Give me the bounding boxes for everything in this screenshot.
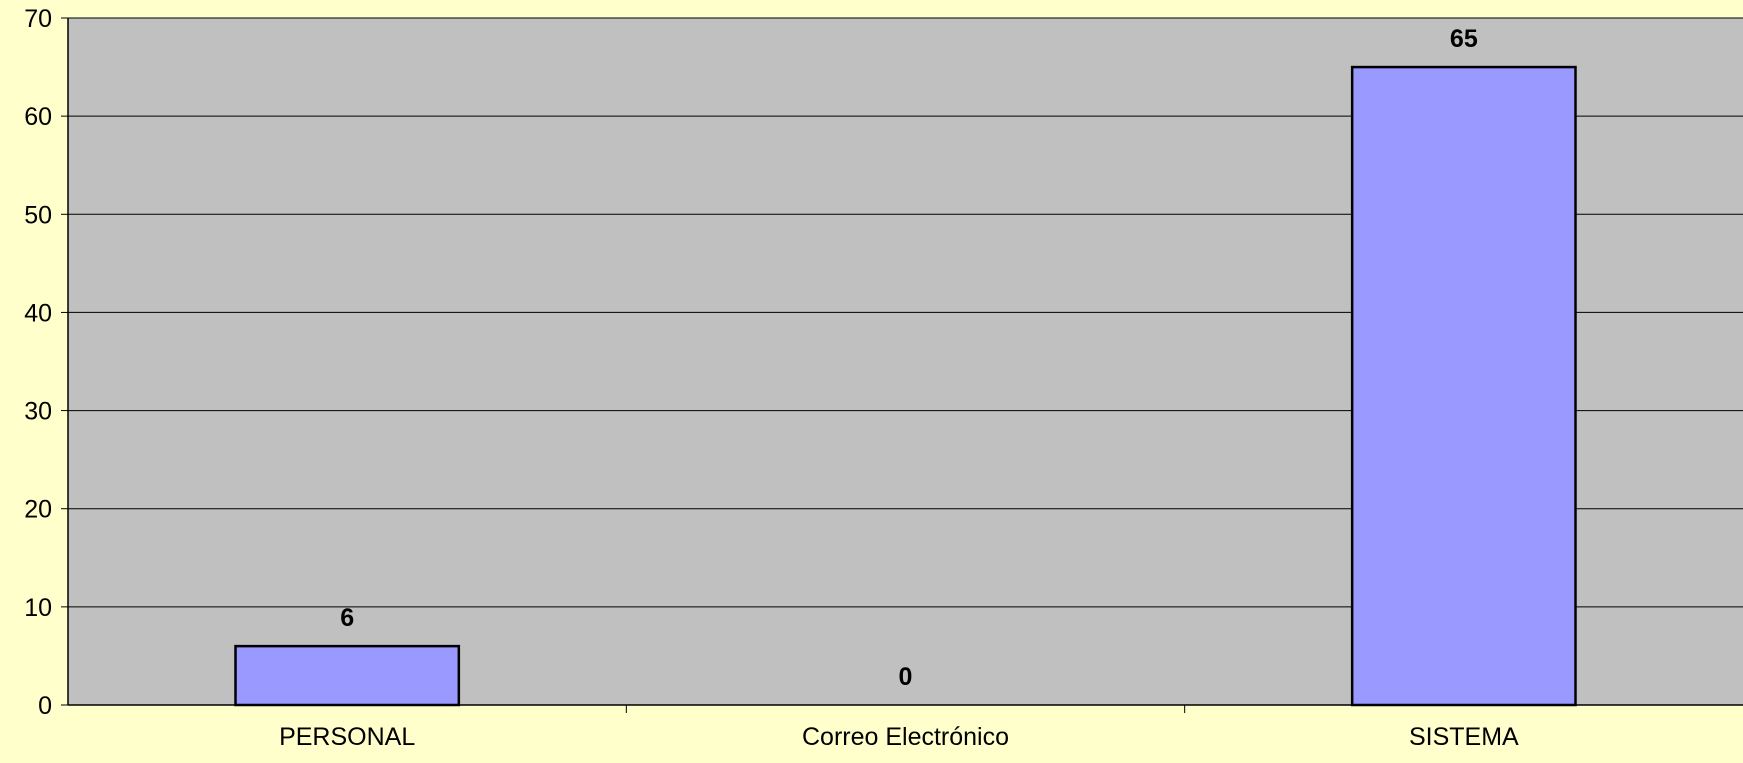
bars (234, 65, 1577, 707)
data-label: 0 (899, 663, 913, 691)
axes (61, 17, 1743, 713)
category-label: PERSONAL (279, 723, 415, 751)
y-tick-label: 60 (24, 103, 52, 131)
y-tick-label: 20 (24, 496, 52, 524)
category-label: Correo Electrónico (802, 723, 1009, 751)
category-label: SISTEMA (1409, 723, 1519, 751)
data-label: 6 (340, 604, 354, 632)
y-tick-label: 0 (38, 692, 52, 720)
bar (234, 644, 461, 707)
labels: 0 10 20 30 40 50 60 70 6 PERSONAL 0 Correo Electrón… (24, 5, 1519, 751)
y-tick-label: 70 (24, 5, 52, 33)
y-tick-label: 30 (24, 398, 52, 426)
y-tick-label: 10 (24, 594, 52, 622)
data-label: 65 (1450, 25, 1478, 53)
bar (1350, 65, 1577, 707)
y-tick-label: 40 (24, 299, 52, 327)
y-tick-label: 50 (24, 201, 52, 229)
